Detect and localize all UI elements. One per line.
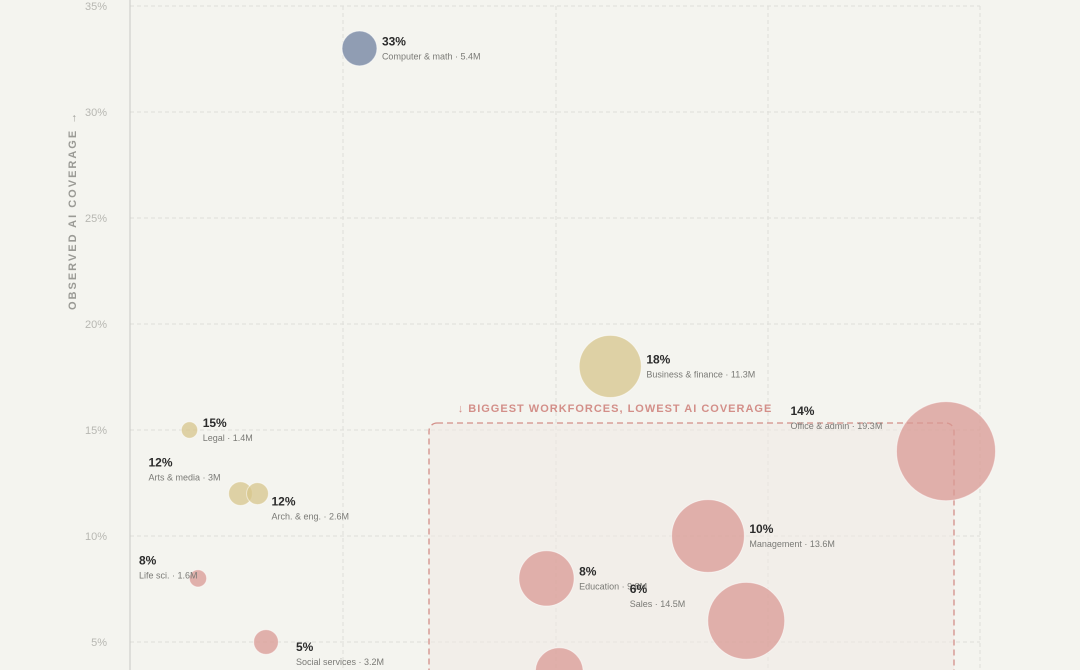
label-layer: 33% Computer & math · 5.4M 18% Business & f…: [139, 34, 882, 667]
point-value-label: 10%: [749, 522, 773, 536]
y-tick-label: 15%: [85, 425, 107, 437]
annotation-label: ↓ BIGGEST WORKFORCES, LOWEST AI COVERAGE: [458, 403, 773, 415]
point-value-label: 14%: [790, 404, 814, 418]
point-category-label: Management · 13.6M: [749, 539, 835, 549]
bubble-point[interactable]: [895, 401, 997, 502]
bubble-point[interactable]: [180, 421, 199, 439]
point-category-label: Social services · 3.2M: [296, 657, 384, 667]
point-value-label: 8%: [579, 564, 597, 578]
bubble-point[interactable]: [246, 482, 269, 506]
bubble-point[interactable]: [578, 334, 642, 398]
point-value-label: 33%: [382, 34, 406, 48]
point-category-label: Computer & math · 5.4M: [382, 51, 481, 61]
point-value-label: 8%: [139, 553, 157, 567]
y-tick-label: 10%: [85, 531, 107, 543]
bubble-point[interactable]: [671, 499, 745, 573]
point-value-label: 5%: [296, 640, 314, 654]
point-category-label: Arch. & eng. · 2.6M: [272, 512, 350, 522]
y-tick-label: 5%: [91, 637, 107, 649]
bubble-layer: [180, 30, 997, 670]
point-value-label: 12%: [272, 495, 296, 509]
bubble-point[interactable]: [188, 569, 208, 588]
point-category-label: Legal · 1.4M: [203, 433, 253, 443]
y-tick-label: 30%: [85, 107, 107, 119]
y-axis-label: OBSERVED AI COVERAGE →: [67, 111, 79, 310]
bubble-point[interactable]: [341, 30, 378, 67]
point-value-label: 6%: [630, 582, 648, 596]
point-category-label: Sales · 14.5M: [630, 599, 686, 609]
point-category-label: Life sci. · 1.6M: [139, 570, 198, 580]
point-category-label: Office & admin · 19.3M: [790, 421, 882, 431]
bubble-point[interactable]: [253, 629, 279, 655]
point-category-label: Arts & media · 3M: [149, 473, 221, 483]
bubble-point[interactable]: [518, 550, 575, 607]
y-tick-label: 35%: [85, 1, 107, 13]
y-tick-label: 20%: [85, 319, 107, 331]
y-tick-label: 25%: [85, 213, 107, 225]
point-category-label: Business & finance · 11.3M: [646, 369, 755, 379]
point-value-label: 12%: [149, 456, 173, 470]
bubble-point[interactable]: [707, 581, 786, 660]
point-value-label: 18%: [646, 352, 670, 366]
bubble-point[interactable]: [534, 647, 584, 670]
point-category-label: Education · 9.8M: [579, 581, 647, 591]
point-value-label: 15%: [203, 416, 227, 430]
